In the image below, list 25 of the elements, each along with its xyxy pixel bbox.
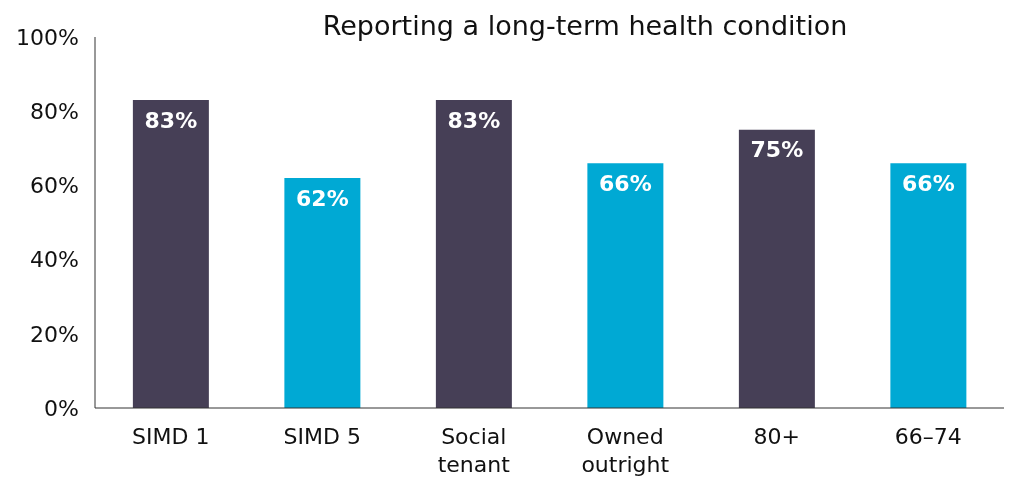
y-tick-label: 100% [16,24,79,50]
x-tick-label: 66–74 [894,424,962,449]
bar [132,100,209,408]
y-tick-label: 0% [44,395,79,421]
bar [284,177,361,408]
x-tick-label: Owned outright [581,424,670,477]
data-label: 75% [750,137,804,163]
bar [587,163,664,408]
data-label: 66% [599,170,652,196]
y-tick-label: 20% [30,321,79,347]
y-tick-label: 60% [30,173,79,199]
bar [890,163,967,408]
data-label: 62% [296,185,349,211]
bar [435,100,512,408]
data-label: 83% [144,107,198,133]
x-tick-label: SIMD 5 [283,424,361,449]
data-label: 66% [902,170,955,196]
data-label: 83% [447,107,501,133]
chart-title: Reporting a long-term health condition [321,10,849,41]
y-tick-label: 40% [30,247,79,273]
y-tick-label: 80% [30,99,79,125]
bar [738,129,815,408]
x-tick-label: SIMD 1 [132,424,210,449]
x-tick-label: Social tenant [437,424,511,477]
x-tick-label: 80+ [753,424,800,449]
